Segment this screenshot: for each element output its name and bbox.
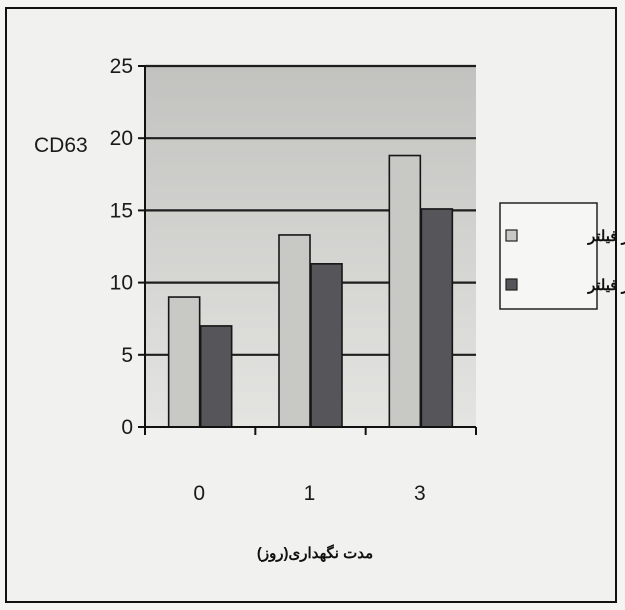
bar-after-1	[310, 263, 343, 428]
bar-after-3	[420, 208, 454, 428]
legend: قبل از فیلتر بعد از فیلتر	[499, 202, 625, 310]
y-tick-label: 0	[121, 416, 133, 439]
axes	[138, 65, 477, 435]
x-tick-label: 0	[193, 482, 205, 505]
y-tick-label: 5	[121, 344, 133, 367]
legend-box	[499, 202, 598, 310]
y-tick-label: 15	[110, 199, 133, 222]
y-tick-labels: 0 5 10 15 20 25	[110, 55, 133, 439]
bar-before-3	[388, 154, 422, 428]
bar-after-0	[199, 325, 233, 428]
x-tick-label: 3	[414, 482, 426, 505]
x-tick-labels: 0 1 3	[193, 482, 425, 505]
legend-swatch-after	[505, 278, 518, 291]
x-tick-label: 1	[304, 482, 316, 505]
legend-swatch-before	[505, 229, 518, 242]
bar-before-0	[167, 296, 201, 428]
bar-before-1	[278, 234, 311, 428]
legend-label-after: بعد از فیلتر	[587, 277, 625, 294]
bars	[167, 154, 454, 428]
y-tick-label: 10	[110, 272, 133, 295]
x-axis-label: مدت نگهداری(روز)	[257, 544, 373, 562]
legend-label-before: قبل از فیلتر	[587, 228, 625, 245]
y-axis-label: CD63	[34, 134, 88, 157]
y-tick-label: 25	[110, 55, 133, 78]
y-tick-label: 20	[110, 127, 133, 150]
